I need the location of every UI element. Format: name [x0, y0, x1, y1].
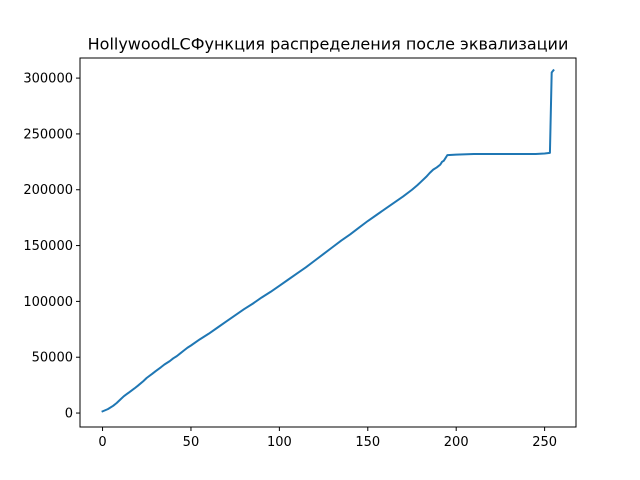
- y-tick-label: 250000: [23, 127, 73, 142]
- x-tick-label: 50: [183, 435, 200, 450]
- plot-frame: [79, 57, 577, 428]
- y-tick-label: 100000: [23, 295, 73, 310]
- y-tick-label: 200000: [23, 183, 73, 198]
- y-tick-label: 0: [65, 407, 73, 422]
- x-tick-label: 200: [444, 435, 469, 450]
- y-tick-label: 300000: [23, 72, 73, 87]
- axis-ticks: 0 50 100 150 200 250 0 50000 100000 150000 200000 2…: [23, 72, 557, 450]
- y-tick-label: 150000: [23, 239, 73, 254]
- x-tick-label: 100: [267, 435, 292, 450]
- x-tick-label: 250: [532, 435, 557, 450]
- x-tick-label: 0: [98, 435, 106, 450]
- chart-title: HollywoodLCФункция распределения после э…: [88, 35, 569, 54]
- x-tick-label: 150: [355, 435, 380, 450]
- series-line: [101, 68, 555, 413]
- y-tick-label: 50000: [32, 351, 73, 366]
